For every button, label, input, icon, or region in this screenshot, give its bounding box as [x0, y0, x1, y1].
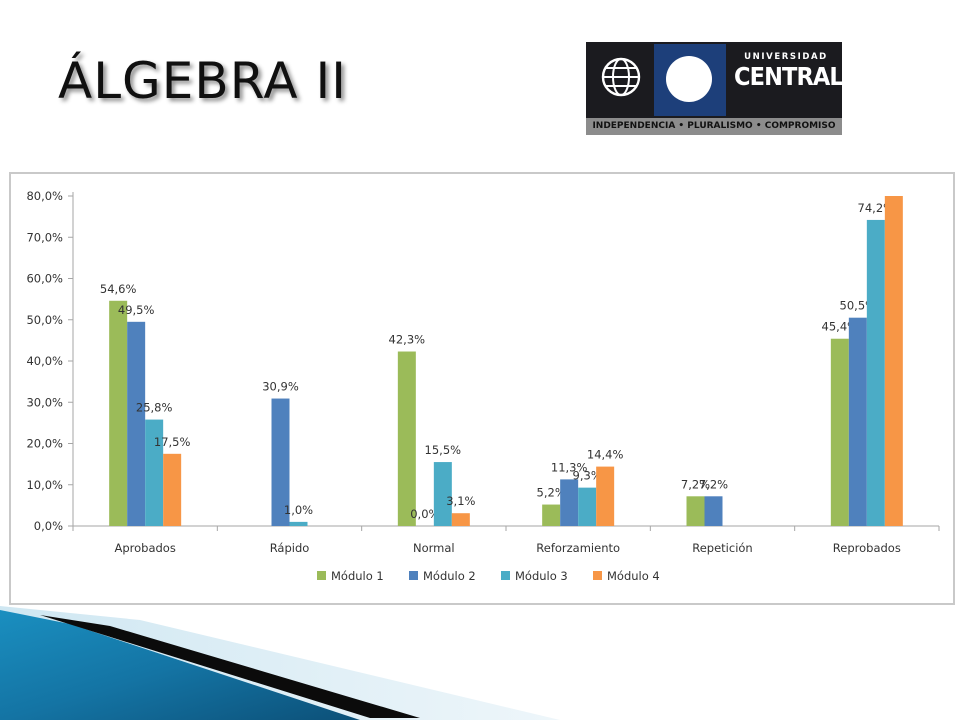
legend-label: Módulo 1 [331, 569, 384, 583]
bar-2 [704, 496, 723, 526]
y-tick-label: 50,0% [26, 313, 63, 327]
bar-4 [451, 513, 470, 526]
data-label: 9,3% [573, 469, 602, 483]
bar-3 [433, 462, 452, 526]
bar-4 [163, 453, 182, 526]
logo-square [654, 44, 726, 116]
bar-2 [848, 317, 867, 526]
logo-name-main: CENTRAL [734, 62, 844, 91]
x-category-label: Rápido [270, 541, 310, 555]
logo-tagline: INDEPENDENCIA • PLURALISMO • COMPROMISO [586, 118, 842, 135]
bar-1 [397, 351, 416, 526]
x-category-label: Reforzamiento [536, 541, 620, 555]
globe-icon [601, 57, 641, 97]
bar-3 [578, 487, 597, 526]
bar-2 [560, 479, 579, 526]
bar-2 [127, 321, 146, 526]
data-label: 0,0% [410, 507, 439, 521]
bar-3 [145, 419, 164, 526]
data-label: 11,3% [551, 460, 588, 474]
x-category-label: Aprobados [114, 541, 175, 555]
data-label: 17,5% [154, 435, 191, 449]
y-tick-label: 60,0% [26, 272, 63, 286]
legend-label: Módulo 4 [607, 569, 660, 583]
legend-label: Módulo 3 [515, 569, 568, 583]
data-label: 15,5% [425, 443, 462, 457]
logo-name-top: UNIVERSIDAD [744, 52, 828, 62]
logo-circle-icon [666, 56, 712, 102]
legend-swatch [317, 571, 326, 580]
data-label: 30,9% [262, 380, 299, 394]
data-label: 1,0% [284, 503, 313, 517]
y-tick-label: 30,0% [26, 395, 63, 409]
slide-title: ÁLGEBRA II [58, 52, 348, 110]
y-tick-label: 80,0% [26, 189, 63, 203]
bar-chart: 0,0% 10,0% 20,0% 30,0% 40,0% 50,0% 60,0% 70,0% 8… [26, 189, 940, 583]
data-label: 42,3% [389, 333, 426, 347]
data-label: 3,1% [446, 494, 475, 508]
y-tick-label: 70,0% [26, 230, 63, 244]
y-tick-label: 40,0% [26, 354, 63, 368]
x-category-label: Normal [413, 541, 455, 555]
y-tick-label: 10,0% [26, 478, 63, 492]
bar-1 [542, 504, 561, 526]
data-label: 5,2% [537, 486, 566, 500]
bar-1 [686, 496, 705, 526]
y-tick-label: 0,0% [34, 519, 63, 533]
bar-1 [109, 300, 128, 526]
data-label: 7,2% [699, 477, 728, 491]
legend-label: Módulo 2 [423, 569, 476, 583]
y-tick-label: 20,0% [26, 437, 63, 451]
bar-3 [866, 219, 885, 527]
bar-2 [271, 398, 290, 526]
data-label: 14,4% [587, 448, 624, 462]
bar-3 [289, 521, 308, 526]
data-label: 25,8% [136, 401, 173, 415]
data-label: 49,5% [118, 303, 155, 317]
chart-container: 0,0% 10,0% 20,0% 30,0% 40,0% 50,0% 60,0% 70,0% 8… [9, 172, 955, 605]
bar-4 [884, 196, 903, 526]
x-category-label: Repetición [692, 541, 752, 555]
legend-swatch [593, 571, 602, 580]
data-label: 7,2% [681, 477, 710, 491]
bar-1 [830, 338, 849, 526]
x-category-label: Reprobados [833, 541, 901, 555]
legend-swatch [501, 571, 510, 580]
bar-4 [596, 466, 615, 526]
data-label: 54,6% [100, 282, 137, 296]
legend-swatch [409, 571, 418, 580]
university-logo: UNIVERSIDAD CENTRAL INDEPENDENCIA • PLUR… [586, 42, 844, 135]
